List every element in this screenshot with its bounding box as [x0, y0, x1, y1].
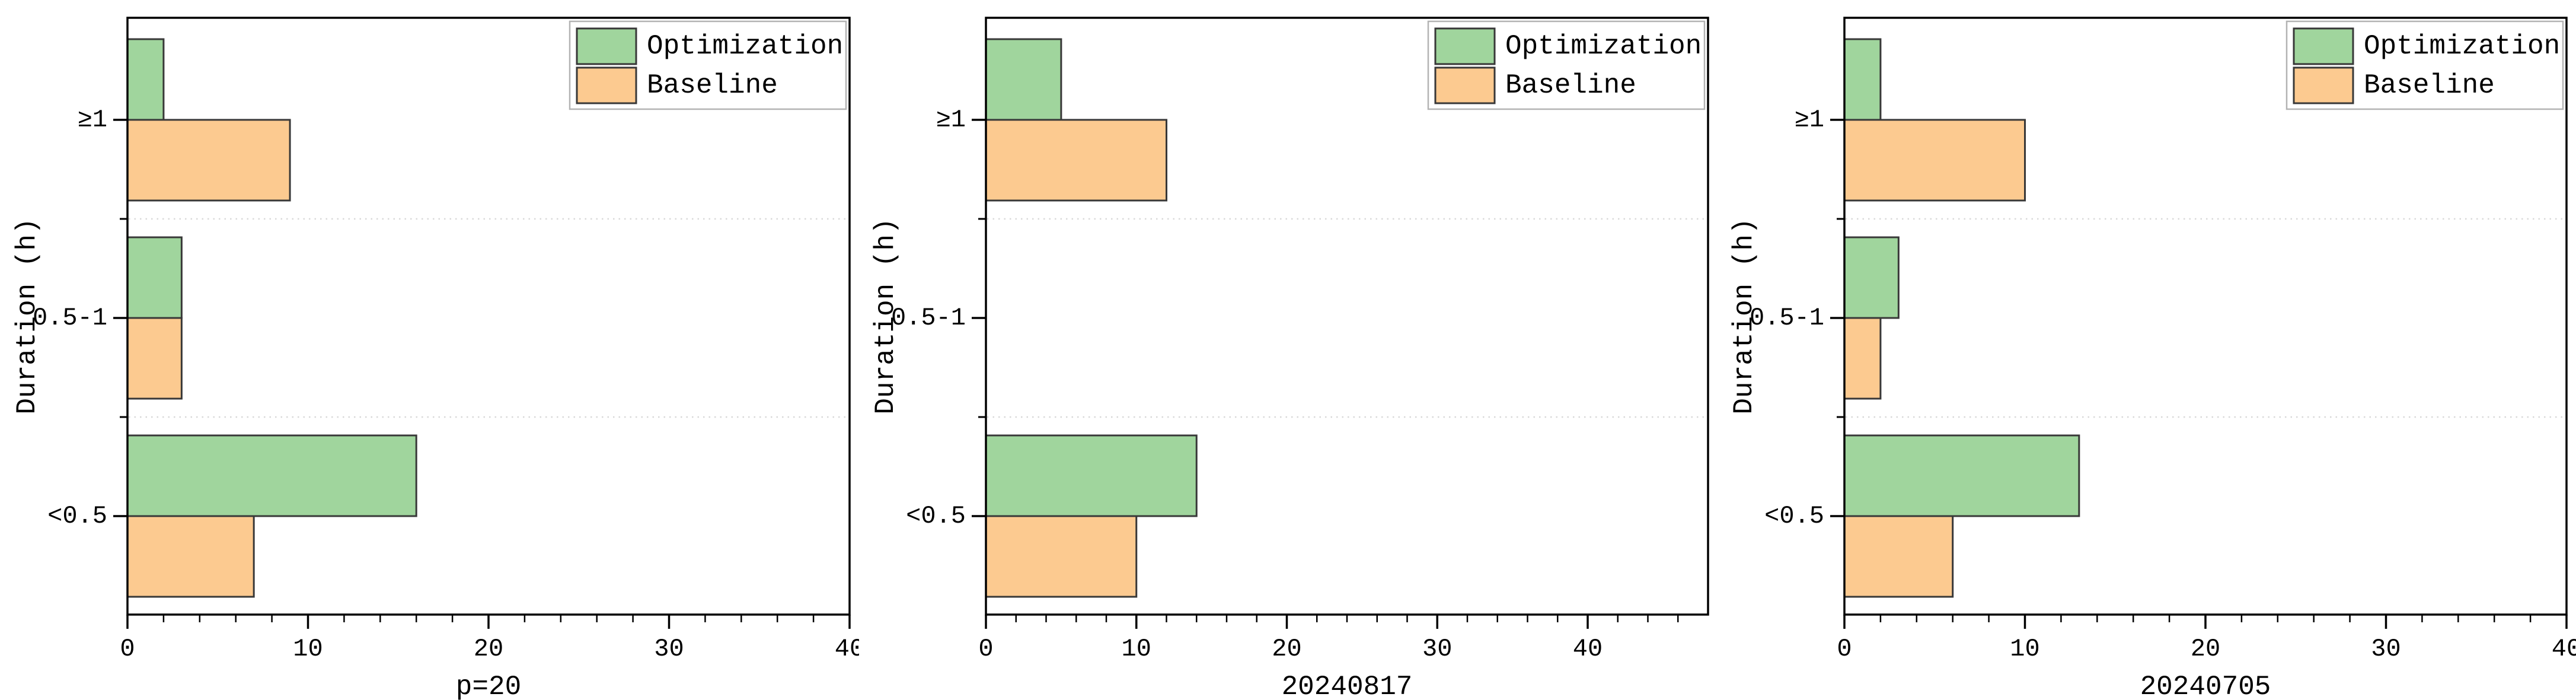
x-tick-label: 20 — [1272, 635, 1301, 663]
bar-optimization — [985, 434, 1198, 517]
legend-swatch-optimization — [2293, 27, 2354, 65]
legend: Optimization Baseline — [569, 20, 847, 110]
bar-baseline — [1843, 317, 1882, 400]
bar-baseline — [126, 119, 291, 202]
y-axis-label: Duration (h) — [870, 218, 901, 414]
legend-label-baseline: Baseline — [2364, 70, 2495, 101]
legend-label-optimization: Optimization — [1505, 31, 1702, 62]
bar-baseline — [1843, 515, 1954, 598]
x-tick-label: 0 — [978, 635, 993, 663]
bar-optimization — [126, 236, 183, 319]
y-axis-label: Duration (h) — [12, 218, 43, 414]
bar-baseline — [126, 515, 255, 598]
bar-optimization — [126, 38, 165, 121]
x-axis-label: p=20 — [456, 672, 521, 700]
bar-optimization — [1843, 236, 1900, 319]
legend-swatch-baseline — [1434, 66, 1496, 104]
category-label: <0.5 — [1764, 502, 1824, 530]
legend-label-optimization: Optimization — [2364, 31, 2560, 62]
bar-baseline — [126, 317, 183, 400]
chart-svg-3: ≥1 0.5-1 <0.5 0 10 20 30 40 20240705 Duration (h)… — [1729, 17, 2576, 700]
legend-label-baseline: Baseline — [1505, 70, 1636, 101]
x-tick-label: 30 — [1422, 635, 1452, 663]
x-axis-label: 20240705 — [2140, 672, 2271, 700]
category-label: ≥1 — [78, 106, 107, 134]
category-label: 0.5-1 — [891, 304, 966, 332]
x-tick-label: 40 — [1573, 635, 1603, 663]
x-tick-label: 40 — [835, 635, 859, 663]
legend-label-baseline: Baseline — [647, 70, 778, 101]
x-tick-label: 0 — [120, 635, 135, 663]
plot-frame — [985, 17, 1709, 616]
legend-swatch-optimization — [576, 27, 637, 65]
x-tick-label: 40 — [2552, 635, 2576, 663]
category-label: <0.5 — [906, 502, 966, 530]
x-tick-label: 20 — [474, 635, 503, 663]
y-axis-label: Duration (h) — [1729, 218, 1760, 414]
chart-panel-2: ≥1 0.5-1 <0.5 0 10 20 30 40 20240817 Duration (h)… — [858, 0, 1718, 700]
x-axis-label: 20240817 — [1282, 672, 1413, 700]
bar-optimization — [1843, 38, 1882, 121]
x-tick-label: 20 — [2191, 635, 2220, 663]
legend: Optimization Baseline — [1427, 20, 1706, 110]
legend-swatch-baseline — [576, 66, 637, 104]
chart-panel-1: ≥1 0.5-1 <0.5 0 10 20 30 40 p=20 Duration (h) Opti… — [0, 0, 859, 700]
bar-baseline — [985, 515, 1138, 598]
chart-svg-2: ≥1 0.5-1 <0.5 0 10 20 30 40 20240817 Duration (h)… — [870, 17, 1709, 700]
plot-frame — [1843, 17, 2568, 616]
chart-svg-1: ≥1 0.5-1 <0.5 0 10 20 30 40 p=20 Duration (h) Opti… — [12, 17, 859, 700]
category-label: <0.5 — [47, 502, 107, 530]
bar-baseline — [985, 119, 1167, 202]
bar-optimization — [1843, 434, 2080, 517]
category-label: ≥1 — [936, 106, 966, 134]
bar-optimization — [126, 434, 417, 517]
bar-baseline — [1843, 119, 2026, 202]
legend: Optimization Baseline — [2285, 20, 2564, 110]
chart-panel-3: ≥1 0.5-1 <0.5 0 10 20 30 40 20240705 Duration (h)… — [1717, 0, 2576, 700]
x-tick-label: 0 — [1837, 635, 1852, 663]
plot-frame — [126, 17, 851, 616]
category-label: 0.5-1 — [1750, 304, 1824, 332]
legend-swatch-baseline — [2293, 66, 2354, 104]
legend-swatch-optimization — [1434, 27, 1496, 65]
x-tick-label: 30 — [654, 635, 684, 663]
x-tick-label: 10 — [1122, 635, 1151, 663]
x-tick-label: 30 — [2371, 635, 2401, 663]
bar-optimization — [985, 38, 1062, 121]
x-tick-label: 10 — [2010, 635, 2039, 663]
category-label: ≥1 — [1795, 106, 1824, 134]
category-label: 0.5-1 — [33, 304, 107, 332]
legend-label-optimization: Optimization — [647, 31, 843, 62]
x-tick-label: 10 — [293, 635, 323, 663]
